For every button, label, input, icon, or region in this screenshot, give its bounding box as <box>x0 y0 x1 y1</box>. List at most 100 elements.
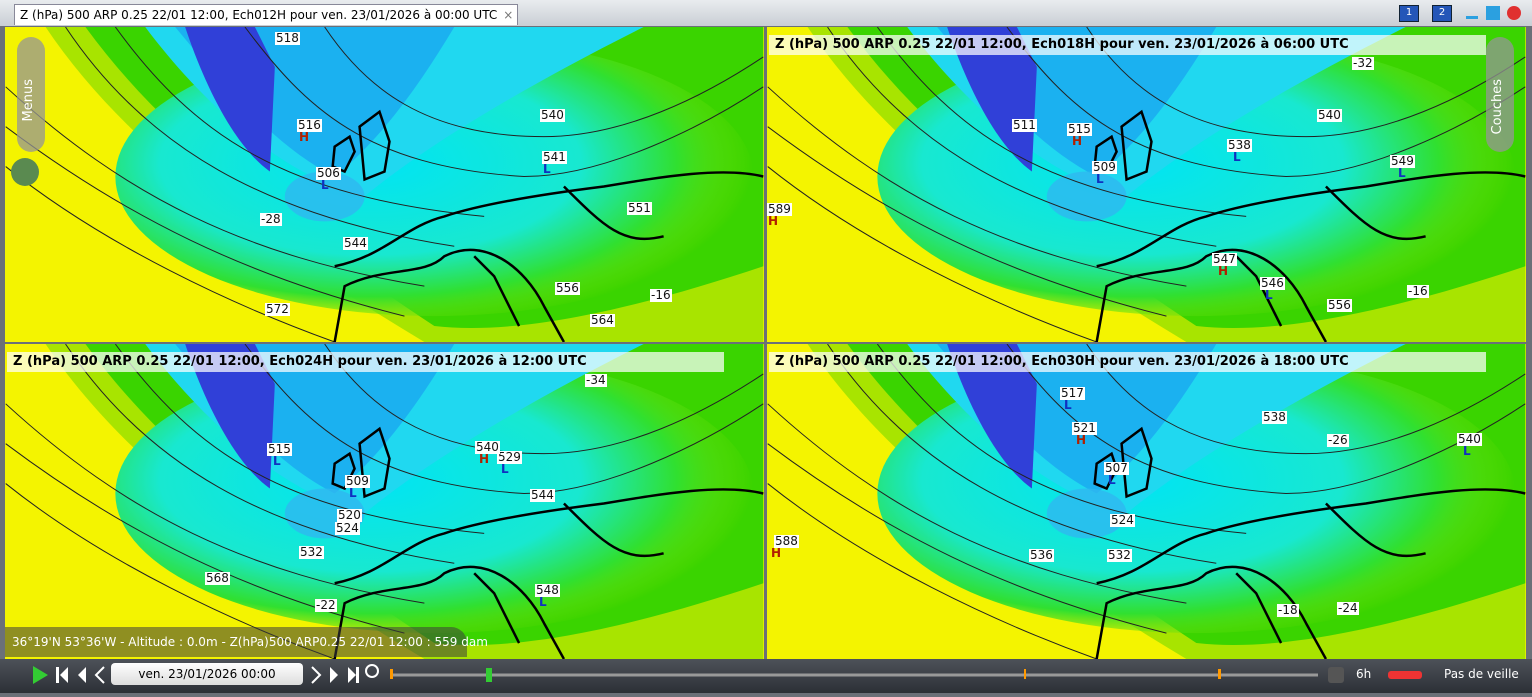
contour-label: L <box>543 162 551 176</box>
panel-title: Z (hPa) 500 ARP 0.25 22/01 12:00, Ech018… <box>769 35 1486 55</box>
step-label: 6h <box>1356 667 1372 681</box>
standby-slider[interactable] <box>1388 671 1422 679</box>
contour-label: -26 <box>1327 433 1349 447</box>
contour-label: 518 <box>275 31 300 45</box>
zoom-button[interactable] <box>365 664 379 678</box>
timeline-cursor[interactable] <box>486 668 492 682</box>
layers-button[interactable]: Couches <box>1486 37 1514 152</box>
contour-label: 529 <box>497 450 522 464</box>
contour-label: 588 <box>774 534 799 548</box>
menus-button[interactable]: Menus <box>17 37 45 152</box>
contour-label: 556 <box>1327 298 1352 312</box>
contour-label: L <box>1398 166 1406 180</box>
contour-label: 516 <box>297 118 322 132</box>
contour-label: H <box>1076 433 1087 447</box>
contour-label: L <box>1233 150 1241 164</box>
contour-label: 506 <box>316 166 341 180</box>
contour-label: H <box>1218 264 1229 278</box>
contour-label: L <box>1265 288 1273 302</box>
window-2-button[interactable]: 2 <box>1432 5 1452 22</box>
nav-buttons[interactable] <box>56 666 359 684</box>
contour-label: 544 <box>530 488 555 502</box>
play-button[interactable] <box>33 666 48 684</box>
close-button[interactable] <box>1507 6 1521 20</box>
panel-title: Z (hPa) 500 ARP 0.25 22/01 12:00, Ech024… <box>7 352 724 372</box>
tab[interactable]: Z (hPa) 500 ARP 0.25 22/01 12:00, Ech012… <box>14 4 519 25</box>
contour-label: L <box>321 178 329 192</box>
map-panel[interactable]: Z (hPa) 500 ARP 0.25 22/01 12:00, Ech030… <box>767 344 1526 659</box>
contour-label: L <box>1463 444 1471 458</box>
contour-label: -34 <box>585 373 607 387</box>
contour-label: 524 <box>335 521 360 535</box>
contour-label: L <box>1064 398 1072 412</box>
contour-label: 521 <box>1072 421 1097 435</box>
standby-label: Pas de veille <box>1444 667 1519 681</box>
contour-label: 549 <box>1390 154 1415 168</box>
contour-label: L <box>349 486 357 500</box>
contour-label: -24 <box>1337 601 1359 615</box>
contour-label: 568 <box>205 571 230 585</box>
contour-label: H <box>768 214 779 228</box>
contour-label: 536 <box>1029 548 1054 562</box>
tab-title: Z (hPa) 500 ARP 0.25 22/01 12:00, Ech012… <box>20 8 498 22</box>
contour-label: 540 <box>1457 432 1482 446</box>
contour-label: 541 <box>542 150 567 164</box>
contour-label: 548 <box>535 583 560 597</box>
contour-label: -18 <box>1277 603 1299 617</box>
contour-label: L <box>539 595 547 609</box>
contour-label: L <box>1096 172 1104 186</box>
contour-label: 515 <box>267 442 292 456</box>
date-field[interactable]: ven. 23/01/2026 00:00 <box>111 663 303 685</box>
contour-label: 540 <box>540 108 565 122</box>
contour-label: 532 <box>1107 548 1132 562</box>
contour-label: 556 <box>555 281 580 295</box>
contour-label: -22 <box>315 598 337 612</box>
contour-label: 538 <box>1262 410 1287 424</box>
contour-label: -28 <box>260 212 282 226</box>
contour-label: L <box>273 454 281 468</box>
contour-label: -16 <box>650 288 672 302</box>
contour-label: 509 <box>345 474 370 488</box>
contour-label: 544 <box>343 236 368 250</box>
contour-label: 546 <box>1260 276 1285 290</box>
minimize-button[interactable] <box>1466 16 1478 19</box>
layers-label: Couches <box>1490 79 1505 135</box>
menus-label: Menus <box>21 79 36 122</box>
map-panel[interactable]: Z (hPa) 500 ARP 0.25 22/01 12:00, Ech018… <box>767 27 1526 342</box>
contour-label: -32 <box>1352 56 1374 70</box>
contour-label: H <box>479 452 490 466</box>
tab-bar: Z (hPa) 500 ARP 0.25 22/01 12:00, Ech012… <box>0 0 1532 26</box>
window-1-button[interactable]: 1 <box>1399 5 1419 22</box>
contour-label: 524 <box>1110 513 1135 527</box>
contour-label: 511 <box>1012 118 1037 132</box>
panel-title: Z (hPa) 500 ARP 0.25 22/01 12:00, Ech030… <box>769 352 1486 372</box>
map-panel[interactable]: Z (hPa) 500 ARP 0.25 22/01 12:00, Ech024… <box>5 344 764 659</box>
contour-label: 547 <box>1212 252 1237 266</box>
contour-label: -16 <box>1407 284 1429 298</box>
contour-label: H <box>1072 134 1083 148</box>
pan-control[interactable] <box>11 158 39 186</box>
contour-label: 538 <box>1227 138 1252 152</box>
contour-label: 517 <box>1060 386 1085 400</box>
contour-label: H <box>771 546 782 560</box>
maximize-button[interactable] <box>1486 6 1500 20</box>
contour-label: 564 <box>590 313 615 327</box>
tab-close[interactable]: × <box>503 8 514 22</box>
contour-label: 589 <box>767 202 792 216</box>
contour-label: L <box>501 462 509 476</box>
status-bar: 36°19'N 53°36'W - Altitude : 0.0m - Z(hP… <box>5 627 488 657</box>
map <box>767 344 1526 659</box>
contour-label: 515 <box>1067 122 1092 136</box>
minus-button[interactable] <box>1328 667 1344 683</box>
map <box>5 344 764 659</box>
contour-label: 509 <box>1092 160 1117 174</box>
contour-label: 520 <box>337 508 362 522</box>
contour-label: L <box>1108 473 1116 487</box>
contour-label: H <box>299 130 310 144</box>
contour-label: 540 <box>1317 108 1342 122</box>
contour-label: 507 <box>1104 461 1129 475</box>
map-panel[interactable]: 518 516 H 506 L 540 541 L 544 556 572 -28 551 -16 564 <box>5 27 764 342</box>
contour-label: 532 <box>299 545 324 559</box>
contour-label: 572 <box>265 302 290 316</box>
